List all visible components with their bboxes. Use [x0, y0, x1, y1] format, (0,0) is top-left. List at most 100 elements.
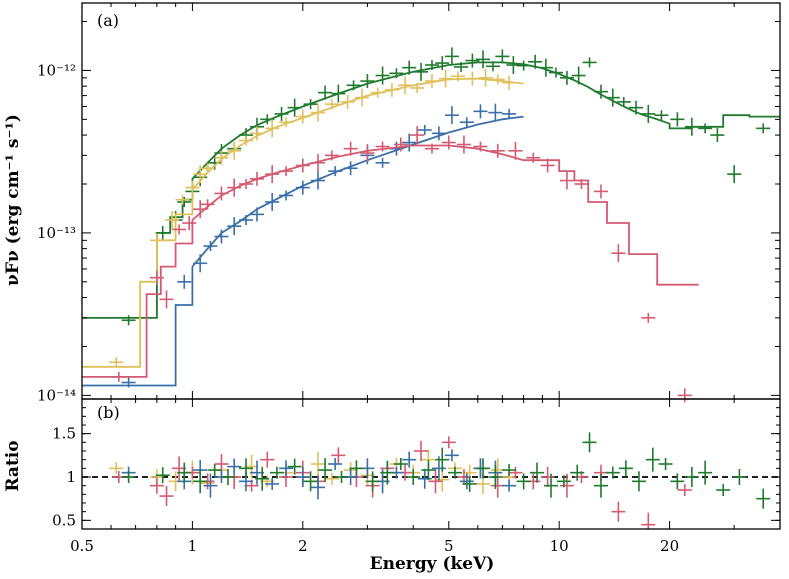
ratio-tick-label: 0.5: [52, 511, 76, 529]
data-point: [574, 178, 589, 189]
ratio-point: [631, 471, 646, 492]
data-point: [182, 216, 197, 231]
data-point: [571, 66, 586, 85]
ratio-point: [529, 462, 545, 483]
ratio-point: [220, 469, 235, 485]
ratio-point: [428, 469, 443, 494]
ratio-point: [556, 475, 571, 488]
ratio-point: [543, 473, 559, 498]
data-point: [710, 128, 725, 143]
ratio-point: [435, 447, 450, 472]
ratio-point: [287, 458, 302, 475]
data-point: [121, 315, 136, 326]
x-tick-label: 0.5: [70, 537, 94, 555]
ratio-point: [393, 458, 408, 470]
data-point: [559, 70, 574, 85]
top-y-axis-title: νFν (erg cm⁻¹ s⁻¹): [3, 114, 23, 286]
model-curve-3: [82, 144, 699, 378]
data-point: [677, 388, 692, 403]
ratio-point: [582, 432, 597, 453]
data-point: [495, 49, 510, 64]
data-point: [490, 74, 505, 85]
data-point: [279, 190, 294, 201]
data-point: [193, 165, 208, 184]
ratio-point: [380, 460, 395, 485]
data-point: [413, 62, 429, 81]
top-panel-label: (a): [97, 11, 119, 30]
data-point: [654, 110, 669, 121]
data-point: [346, 80, 361, 91]
ratio-point: [255, 466, 270, 491]
y-tick-label: 10⁻¹²: [37, 61, 76, 79]
data-point: [249, 171, 265, 186]
ratio-point: [193, 469, 208, 494]
data-point: [424, 59, 440, 70]
ratio-point: [334, 471, 349, 483]
data-point: [641, 312, 656, 323]
data-point: [441, 135, 456, 150]
data-point: [538, 58, 553, 77]
data-point: [172, 224, 187, 235]
ratio-point: [159, 486, 174, 507]
data-point: [343, 141, 358, 156]
ratio-point: [310, 452, 326, 476]
data-point: [193, 200, 208, 219]
ratio-point: [227, 458, 242, 475]
data-point: [559, 171, 574, 190]
data-point: [214, 150, 229, 165]
data-point: [670, 112, 685, 127]
data-point: [287, 98, 302, 117]
data-point: [274, 106, 289, 121]
bottom-panel-frame: [81, 398, 781, 530]
ratio-point: [203, 473, 218, 498]
ratio-point: [516, 473, 531, 490]
data-point: [238, 178, 254, 189]
data-point: [476, 50, 491, 69]
data-point: [698, 123, 713, 134]
ratio-point: [417, 468, 432, 489]
ratio-point: [155, 467, 170, 484]
data-point: [548, 67, 563, 78]
y-tick-label: 10⁻¹⁴: [37, 386, 76, 404]
data-point: [490, 143, 505, 158]
ratio-point: [605, 466, 620, 479]
x-tick-label: 5: [444, 537, 454, 555]
data-point: [149, 233, 164, 248]
ratio-point: [318, 458, 333, 483]
data-point: [389, 68, 404, 79]
ratio-point: [476, 458, 491, 479]
data-point: [265, 192, 280, 211]
data-point: [526, 152, 541, 163]
data-point: [488, 103, 503, 122]
data-point: [318, 85, 333, 100]
data-point: [331, 84, 346, 103]
data-point: [370, 87, 385, 98]
x-tick-label: 1: [188, 537, 198, 555]
bottom-panel-label: (b): [97, 403, 120, 422]
data-point: [238, 135, 254, 146]
ratio-point: [645, 447, 660, 472]
data-point: [431, 126, 446, 141]
ratio-point: [303, 471, 318, 492]
data-point: [279, 166, 294, 177]
data-point: [310, 171, 326, 190]
ratio-point: [444, 449, 459, 462]
ratio-point: [331, 447, 346, 464]
x-tick-label: 20: [660, 537, 679, 555]
data-point: [402, 60, 417, 75]
data-point: [177, 274, 192, 289]
ratio-point: [260, 451, 275, 468]
data-point: [249, 207, 265, 222]
data-point: [454, 61, 469, 72]
data-point: [540, 158, 555, 173]
ratio-point: [328, 458, 343, 470]
data-point: [410, 82, 425, 93]
ratio-point: [462, 475, 477, 492]
data-point: [155, 225, 170, 240]
data-point: [175, 194, 190, 205]
top-panel-frame: [81, 2, 781, 400]
data-point: [444, 106, 459, 125]
data-point: [324, 150, 339, 161]
ratio-point: [502, 479, 517, 492]
